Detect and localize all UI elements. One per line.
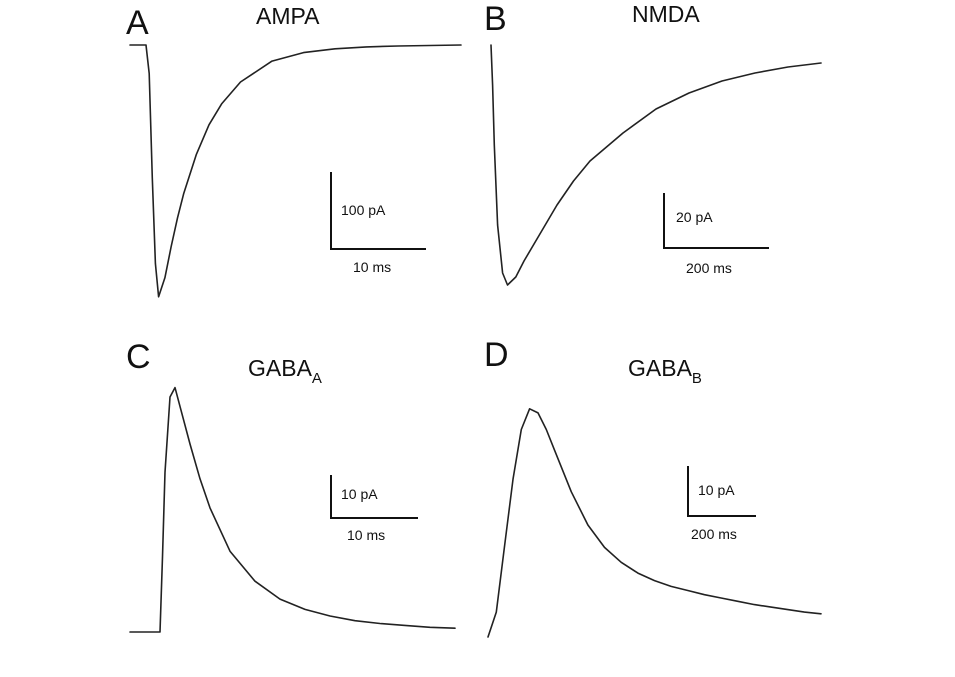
panel-b-title: NMDA xyxy=(632,1,700,27)
panel-b-title-main: NMDA xyxy=(632,1,700,27)
panel-d-scale-bars: 10 pA 200 ms xyxy=(687,466,756,542)
panel-c-trace xyxy=(129,386,456,633)
panel-c-title-main: GABA xyxy=(248,355,313,381)
panel-d-trace xyxy=(487,408,822,638)
panel-d-letter: D xyxy=(484,336,509,374)
panel-a-scale-horizontal-label: 10 ms xyxy=(353,259,391,275)
panel-d-title-sub: B xyxy=(692,370,702,387)
panel-c-title-sub: A xyxy=(312,370,322,387)
panel-b-scale-vertical-label: 20 pA xyxy=(676,209,713,225)
panel-c: C GABAA 10 pA 10 ms xyxy=(126,338,456,633)
panel-c-scale-horizontal-label: 10 ms xyxy=(347,527,385,543)
panel-a-trace xyxy=(129,44,462,298)
panel-a-scale-bar-lines xyxy=(330,172,426,250)
panel-c-letter: C xyxy=(126,338,151,376)
panel-c-scale-vertical-label: 10 pA xyxy=(341,486,378,502)
panel-a-scale-bars: 100 pA 10 ms xyxy=(330,172,426,275)
panel-b-scale-bars: 20 pA 200 ms xyxy=(663,193,769,276)
panel-d-title: GABAB xyxy=(628,355,702,387)
panel-b-trace xyxy=(490,44,822,286)
panel-b-letter: B xyxy=(484,0,507,38)
panel-c-scale-bars: 10 pA 10 ms xyxy=(330,475,418,543)
panel-a-letter: A xyxy=(126,4,149,42)
panel-d-scale-bar-lines xyxy=(687,466,756,517)
panel-d: D GABAB 10 pA 200 ms xyxy=(484,336,822,638)
panel-a-title-main: AMPA xyxy=(256,3,320,29)
panel-b-scale-bar-lines xyxy=(663,193,769,249)
panel-c-scale-bar-lines xyxy=(330,475,418,519)
panel-b-scale-horizontal-label: 200 ms xyxy=(686,260,732,276)
panel-a-scale-vertical-label: 100 pA xyxy=(341,202,386,218)
panel-d-scale-vertical-label: 10 pA xyxy=(698,482,735,498)
panel-a-title: AMPA xyxy=(256,3,320,29)
panel-d-scale-horizontal-label: 200 ms xyxy=(691,526,737,542)
panel-a: A AMPA 100 pA 10 ms xyxy=(126,3,462,298)
panel-d-title-main: GABA xyxy=(628,355,693,381)
panel-c-title: GABAA xyxy=(248,355,322,387)
panel-b: B NMDA 20 pA 200 ms xyxy=(484,0,822,286)
